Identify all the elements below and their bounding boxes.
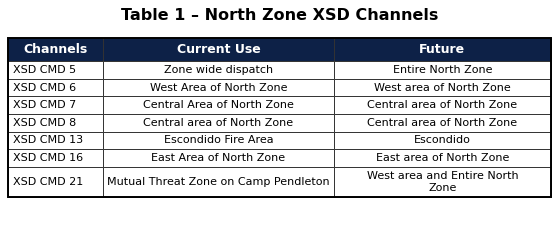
Text: XSD CMD 6: XSD CMD 6 bbox=[13, 83, 76, 93]
Text: Table 1 – North Zone XSD Channels: Table 1 – North Zone XSD Channels bbox=[121, 8, 438, 23]
Text: East area of North Zone: East area of North Zone bbox=[376, 153, 509, 163]
Text: West area of North Zone: West area of North Zone bbox=[374, 83, 511, 93]
Bar bbox=[8, 166, 103, 197]
Bar bbox=[103, 131, 334, 149]
Text: XSD CMD 16: XSD CMD 16 bbox=[13, 153, 83, 163]
Bar bbox=[334, 79, 551, 96]
Text: Zone wide dispatch: Zone wide dispatch bbox=[164, 65, 273, 75]
Bar bbox=[8, 149, 103, 166]
Text: XSD CMD 5: XSD CMD 5 bbox=[13, 65, 76, 75]
Text: Future: Future bbox=[419, 43, 466, 56]
Bar bbox=[8, 79, 103, 96]
Text: Escondido: Escondido bbox=[414, 135, 471, 145]
Bar bbox=[103, 166, 334, 197]
Text: Escondido Fire Area: Escondido Fire Area bbox=[164, 135, 273, 145]
Bar bbox=[334, 166, 551, 197]
Text: Mutual Threat Zone on Camp Pendleton: Mutual Threat Zone on Camp Pendleton bbox=[107, 177, 330, 187]
Text: Central area of North Zone: Central area of North Zone bbox=[367, 118, 518, 128]
Bar bbox=[8, 131, 103, 149]
Text: Central area of North Zone: Central area of North Zone bbox=[143, 118, 293, 128]
Text: Entire North Zone: Entire North Zone bbox=[392, 65, 492, 75]
Bar bbox=[8, 96, 103, 114]
Bar bbox=[334, 149, 551, 166]
Bar bbox=[8, 114, 103, 131]
Bar bbox=[8, 38, 103, 62]
Bar bbox=[103, 96, 334, 114]
Text: XSD CMD 21: XSD CMD 21 bbox=[13, 177, 83, 187]
Text: XSD CMD 8: XSD CMD 8 bbox=[13, 118, 76, 128]
Bar bbox=[334, 62, 551, 79]
Bar bbox=[103, 62, 334, 79]
Bar bbox=[103, 38, 334, 62]
Text: XSD CMD 13: XSD CMD 13 bbox=[13, 135, 83, 145]
Text: East Area of North Zone: East Area of North Zone bbox=[151, 153, 286, 163]
Text: Current Use: Current Use bbox=[177, 43, 260, 56]
Text: West Area of North Zone: West Area of North Zone bbox=[150, 83, 287, 93]
Text: Central area of North Zone: Central area of North Zone bbox=[367, 100, 518, 110]
Bar bbox=[334, 38, 551, 62]
Text: West area and Entire North
Zone: West area and Entire North Zone bbox=[367, 171, 518, 193]
Bar bbox=[103, 114, 334, 131]
Bar bbox=[334, 96, 551, 114]
Bar bbox=[8, 62, 103, 79]
Bar bbox=[8, 38, 551, 197]
Text: Channels: Channels bbox=[23, 43, 88, 56]
Text: Central Area of North Zone: Central Area of North Zone bbox=[143, 100, 294, 110]
Bar bbox=[334, 131, 551, 149]
Bar bbox=[334, 114, 551, 131]
Bar bbox=[103, 149, 334, 166]
Text: XSD CMD 7: XSD CMD 7 bbox=[13, 100, 76, 110]
Bar bbox=[103, 79, 334, 96]
